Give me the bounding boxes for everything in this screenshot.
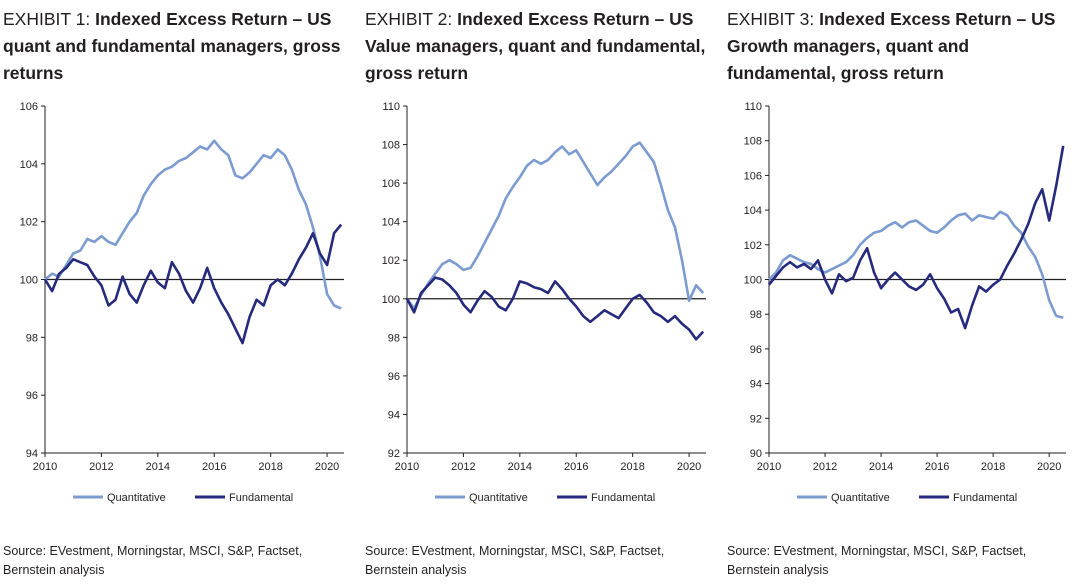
exhibit-3-title: EXHIBIT 3: Indexed Excess Return – US Gr… [727,6,1077,87]
exhibit-2-heading: Indexed Excess Return – US Value manager… [365,9,706,83]
exhibit-1-title: EXHIBIT 1: Indexed Excess Return – US qu… [3,6,353,87]
fundamental-series-line [43,223,343,345]
y-tick-label: 96 [750,344,762,356]
x-tick-label: 2014 [508,461,532,473]
x-tick-label: 2020 [1037,461,1061,473]
y-tick-label: 98 [388,332,400,344]
x-tick-label: 2020 [315,461,339,473]
exhibit-1-source: Source: EVestment, Morningstar, MSCI, S&… [3,544,303,577]
y-tick-label: 104 [744,205,762,217]
y-tick-label: 96 [388,371,400,383]
fundamental-series-line [767,145,1065,330]
y-tick-label: 110 [744,101,762,113]
x-tick-label: 2012 [813,461,837,473]
x-tick-label: 2016 [202,461,226,473]
y-tick-label: 104 [382,217,400,229]
y-tick-label: 92 [750,413,762,425]
x-tick-label: 2014 [146,461,170,473]
quantitative-series-line [44,139,342,310]
exhibit-2-chart: 92 94 96 98 100 102 104 106 108 110 2010 2012 2014 20… [382,101,706,504]
y-tick-label: 94 [388,409,400,421]
fundamental-legend-label: Fundamental [591,492,655,504]
y-tick-label: 102 [20,217,38,229]
exhibit-2-source: Source: EVestment, Morningstar, MSCI, S&… [365,544,665,577]
x-tick-label: 2012 [451,461,475,473]
x-tick-label: 2016 [925,461,949,473]
quantitative-series-line [405,141,705,310]
y-tick-label: 92 [388,448,400,460]
y-tick-label: 94 [750,379,762,391]
x-tick-label: 2010 [33,461,57,473]
x-tick-label: 2012 [89,461,113,473]
exhibit-2-label: EXHIBIT 2: [365,9,453,29]
x-tick-label: 2014 [869,461,893,473]
x-tick-label: 2018 [258,461,282,473]
y-tick-label: 108 [744,136,762,148]
fundamental-legend-label: Fundamental [953,492,1017,504]
y-tick-label: 108 [382,140,400,152]
fundamental-legend-label: Fundamental [229,492,293,504]
quantitative-legend-label: Quantitative [107,492,166,504]
y-tick-label: 94 [26,448,38,460]
y-tick-label: 96 [26,390,38,402]
y-tick-label: 110 [382,101,400,113]
exhibit-1-chart: 94 96 98 100 102 104 106 2010 2012 2014 2016 2018 20… [20,101,344,504]
x-tick-label: 2016 [564,461,588,473]
y-tick-label: 102 [382,255,400,267]
y-tick-label: 98 [750,309,762,321]
exhibit-2-title: EXHIBIT 2: Indexed Excess Return – US Va… [365,6,715,87]
exhibit-3-chart: 90 92 94 96 98 100 102 104 106 108 110 2010 2012 2014… [744,101,1066,504]
y-tick-label: 106 [744,170,762,182]
exhibit-1-heading: Indexed Excess Return – US quant and fun… [3,9,341,83]
y-tick-label: 98 [26,332,38,344]
exhibit-3-label: EXHIBIT 3: [727,9,815,29]
x-tick-label: 2018 [620,461,644,473]
x-tick-label: 2018 [981,461,1005,473]
exhibit-3-source: Source: EVestment, Morningstar, MSCI, S&… [727,544,1027,577]
x-tick-label: 2010 [395,461,419,473]
y-tick-label: 100 [744,275,762,287]
quantitative-series-line [768,210,1064,319]
x-tick-label: 2010 [757,461,781,473]
y-tick-label: 106 [382,178,400,190]
quantitative-legend-label: Quantitative [469,492,528,504]
fundamental-series-line [405,276,705,341]
x-tick-label: 2020 [677,461,701,473]
quantitative-legend-label: Quantitative [831,492,890,504]
y-tick-label: 104 [20,159,38,171]
y-tick-label: 100 [382,294,400,306]
y-tick-label: 100 [20,275,38,287]
exhibit-3-heading: Indexed Excess Return – US Growth manage… [727,9,1056,83]
exhibit-1-label: EXHIBIT 1: [3,9,91,29]
y-tick-label: 106 [20,101,38,113]
y-tick-label: 102 [744,240,762,252]
y-tick-label: 90 [750,448,762,460]
